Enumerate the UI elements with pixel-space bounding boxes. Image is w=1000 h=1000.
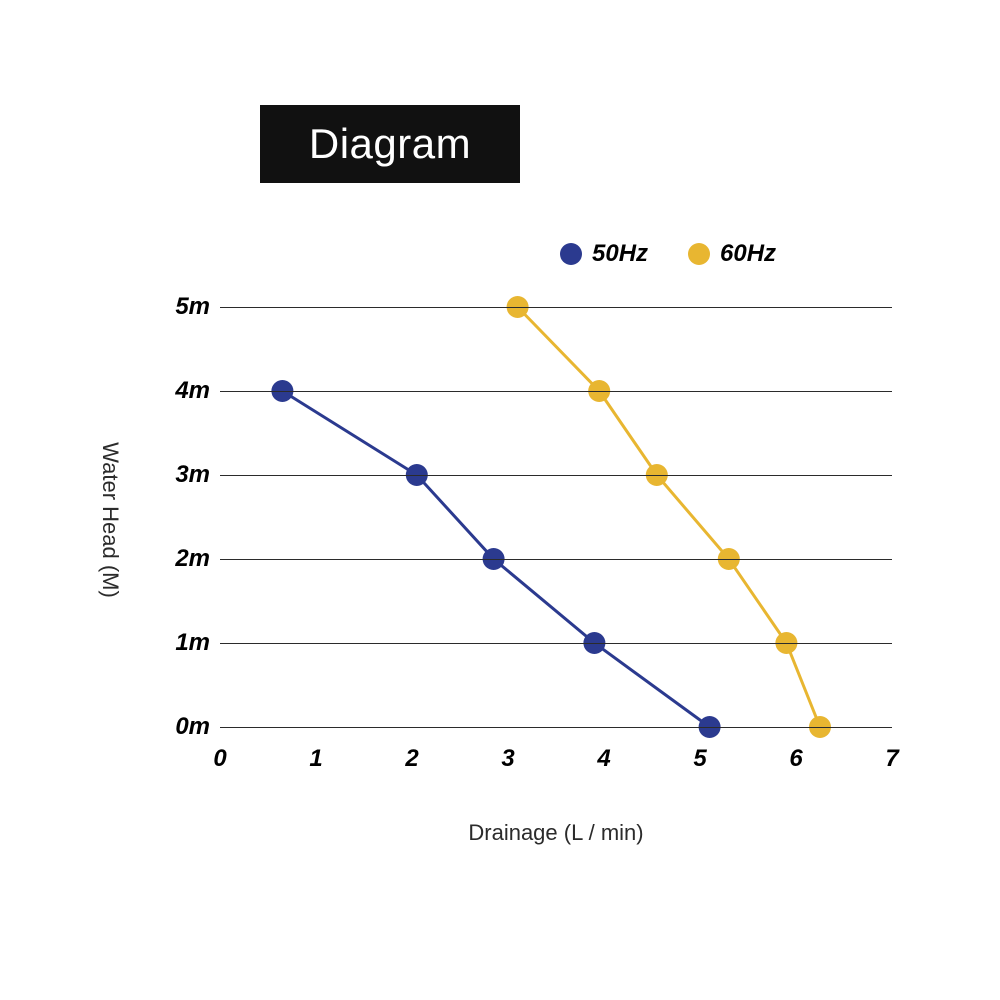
series-line-60Hz: [518, 307, 820, 727]
y-tick-label: 5m: [175, 293, 220, 321]
y-axis-label: Water Head (M): [97, 442, 123, 598]
gridline: [220, 475, 892, 476]
legend: 50Hz 60Hz: [560, 240, 776, 268]
gridline: [220, 307, 892, 308]
x-tick-label: 4: [597, 727, 610, 773]
plot-area: 0m1m2m3m4m5m01234567: [220, 307, 892, 727]
x-tick-label: 0: [213, 727, 226, 773]
y-tick-label: 4m: [175, 377, 220, 405]
chart-title: Diagram: [260, 105, 520, 183]
gridline: [220, 559, 892, 560]
legend-item-60hz: 60Hz: [688, 240, 776, 268]
gridline: [220, 643, 892, 644]
y-tick-label: 2m: [175, 545, 220, 573]
x-axis-label: Drainage (L / min): [468, 820, 643, 846]
chart-title-text: Diagram: [309, 120, 471, 168]
x-tick-label: 3: [501, 727, 514, 773]
legend-label-50hz: 50Hz: [592, 240, 648, 268]
x-tick-label: 1: [309, 727, 322, 773]
gridline: [220, 391, 892, 392]
x-tick-label: 2: [405, 727, 418, 773]
chart-page: Diagram 50Hz 60Hz 0m1m2m3m4m5m01234567 W…: [0, 0, 1000, 1000]
x-tick-label: 5: [693, 727, 706, 773]
x-tick-label: 7: [885, 727, 898, 773]
legend-label-60hz: 60Hz: [720, 240, 776, 268]
y-tick-label: 3m: [175, 461, 220, 489]
series-svg: [220, 307, 892, 727]
legend-item-50hz: 50Hz: [560, 240, 648, 268]
legend-dot-50hz: [560, 243, 582, 265]
y-tick-label: 1m: [175, 629, 220, 657]
legend-dot-60hz: [688, 243, 710, 265]
x-tick-label: 6: [789, 727, 802, 773]
